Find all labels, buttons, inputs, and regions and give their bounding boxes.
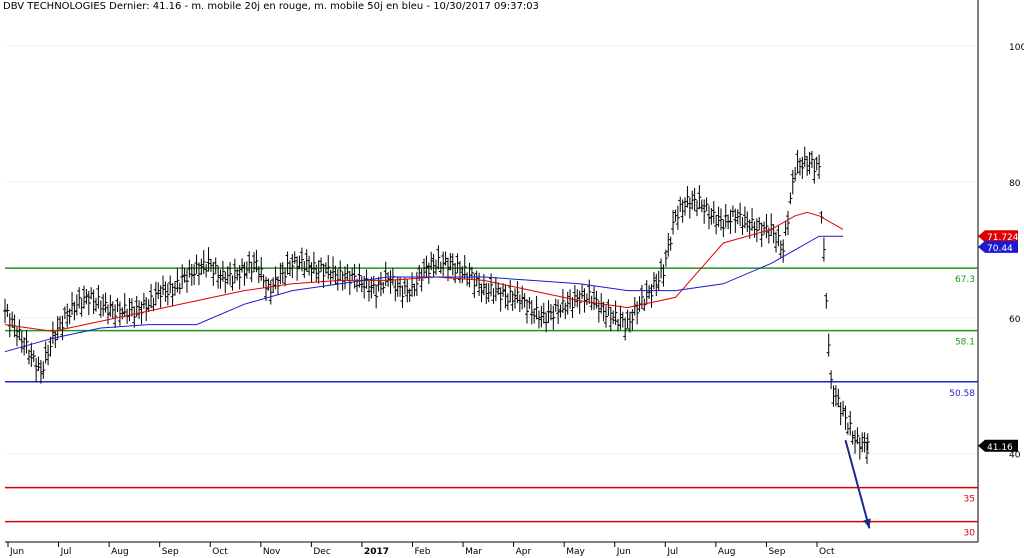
level-label: 50.58 [949, 389, 975, 399]
x-tick-label: Sep [162, 547, 179, 557]
x-tick-label: Dec [313, 547, 330, 557]
x-tick-label: Aug [111, 547, 129, 557]
y-tick-label: 80 [1009, 179, 1021, 189]
x-tick-label: Jul [666, 547, 678, 557]
x-tick-label: Sep [768, 547, 785, 557]
level-label: 35 [964, 495, 975, 505]
value-tag-box [978, 230, 1018, 243]
ma50-line [4, 235, 844, 353]
moving-averages [4, 211, 844, 353]
y-tick-label: 60 [1009, 315, 1021, 325]
arrow-head [863, 518, 871, 529]
x-tick-label: Apr [516, 547, 532, 557]
horizontal-levels: 67.3 58.1 50.58 35 30 [5, 267, 978, 539]
grid-lines [5, 45, 978, 455]
x-tick-label: Aug [718, 547, 736, 557]
x-tick-label: May [566, 547, 585, 557]
level-label: 58.1 [955, 338, 975, 348]
value-tag-label: 41.16 [987, 443, 1013, 453]
x-tick-label: Jun [616, 547, 631, 557]
x-tick-label: Jun [9, 547, 24, 557]
x-tick-label: Nov [263, 547, 281, 557]
x-tick-label: Mar [465, 547, 482, 557]
x-tick-label: Oct [212, 547, 228, 557]
level-label: 30 [964, 529, 976, 539]
arrow-shaft [844, 439, 871, 529]
trend-arrow [844, 439, 871, 529]
x-tick-label: Feb [415, 547, 431, 557]
price-bars [3, 146, 870, 464]
y-tick-label: 40 [1009, 451, 1021, 461]
x-tick-label: Jul [60, 547, 72, 557]
value-tag-label: 70.44 [987, 244, 1013, 254]
value-tag-label: 71.7248 [987, 233, 1024, 243]
ma20-line [4, 211, 844, 332]
chart-title: DBV TECHNOLOGIES Dernier: 41.16 - m. mob… [3, 1, 539, 12]
x-tick-label: 2017 [364, 547, 389, 557]
x-tick-label: Oct [819, 547, 835, 557]
value-tag-box [978, 439, 1018, 452]
value-tag-box [978, 240, 1018, 253]
axes: 100 80 60 40 Jun Jul Aug Sep Oct Nov Dec 2017 Feb Mar… [5, 0, 1024, 557]
level-label: 67.3 [955, 275, 975, 285]
y-tick-label: 100 [1009, 43, 1024, 53]
